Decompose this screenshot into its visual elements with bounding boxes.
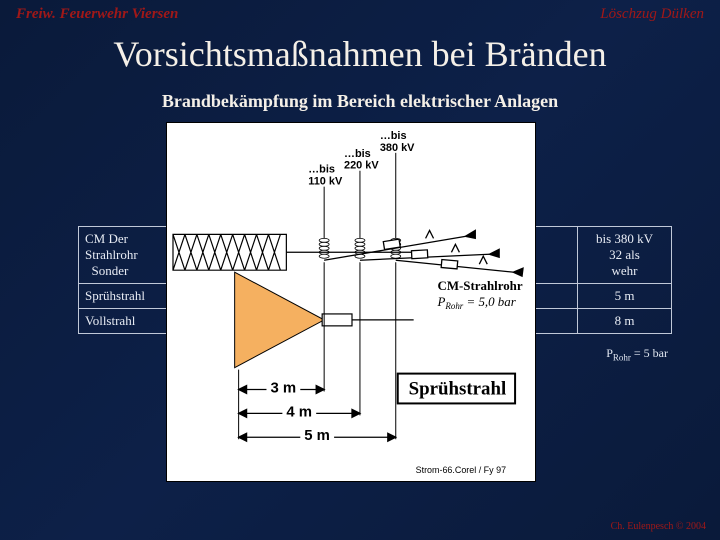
kv-380: 380 kV bbox=[380, 142, 415, 154]
table-head-col1-l3: Sonder bbox=[92, 263, 129, 278]
kv-110-pre: …bis bbox=[308, 164, 335, 176]
dist-4m: 4 m bbox=[286, 404, 312, 420]
header-org: Freiw. Feuerwehr Viersen bbox=[16, 6, 178, 23]
safety-distance-diagram: …bis 110 kV …bis 220 kV …bis 380 kV bbox=[166, 122, 536, 482]
svg-text:PRohr = 5,0 bar: PRohr = 5,0 bar bbox=[437, 294, 517, 311]
table-head-col1-l2: Strahlrohr bbox=[85, 247, 138, 262]
diagram-credit: Strom-66.Corel / Fy 97 bbox=[416, 465, 506, 475]
kv-110: 110 kV bbox=[308, 176, 343, 188]
table-head-col1-l1: CM bbox=[85, 231, 105, 246]
copyright: Ch. Eulenpesch © 2004 bbox=[611, 521, 706, 532]
pressure-footnote: PRohr = 5 bar bbox=[606, 346, 668, 362]
kv-220-pre: …bis bbox=[344, 148, 371, 160]
content-area: CM Der Strahlrohr Sonder bis 380 kV 32 a… bbox=[18, 126, 702, 486]
row-full-value: 8 m bbox=[577, 309, 671, 333]
svg-text:CM-Strahlrohr: CM-Strahlrohr bbox=[438, 278, 523, 293]
table-head-col3-l1: bis 380 kV bbox=[596, 231, 653, 246]
page-title: Vorsichtsmaßnahmen bei Bränden bbox=[0, 33, 720, 75]
nozzle-group bbox=[324, 230, 523, 276]
kv-220: 220 kV bbox=[344, 160, 379, 172]
table-head-col3-l3: wehr bbox=[612, 263, 638, 278]
table-head-col2-l1: Der bbox=[108, 231, 128, 246]
header-unit: Löschzug Dülken bbox=[600, 6, 704, 23]
dist-3m: 3 m bbox=[270, 380, 296, 396]
dist-5m: 5 m bbox=[304, 428, 330, 444]
table-head-col3-l2: 32 als bbox=[609, 247, 640, 262]
spray-cone bbox=[235, 272, 325, 367]
page-subtitle: Brandbekämpfung im Bereich elektrischer … bbox=[0, 91, 720, 112]
insulator-1 bbox=[319, 238, 329, 258]
kv-380-pre: …bis bbox=[380, 130, 407, 142]
row-spray-value: 5 m bbox=[577, 284, 671, 308]
pylon-icon bbox=[173, 234, 414, 270]
spruhstrahl-label: Sprühstrahl bbox=[409, 378, 507, 399]
cm-label: CM-Strahlrohr PRohr = 5,0 bar bbox=[437, 278, 523, 311]
table-head-col3: bis 380 kV 32 als wehr bbox=[577, 227, 671, 283]
